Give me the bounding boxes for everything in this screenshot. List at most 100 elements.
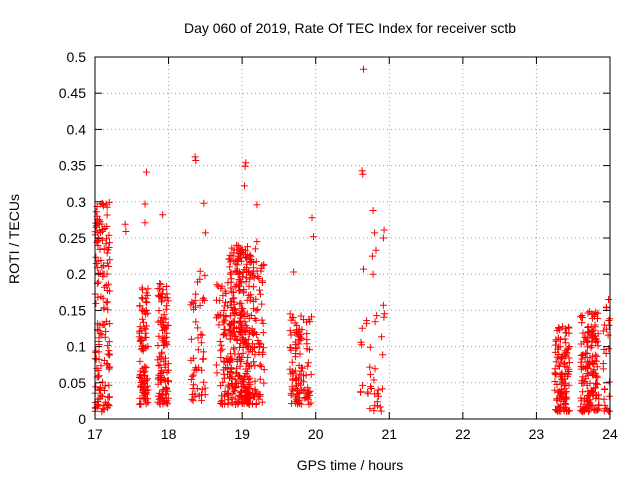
data-point <box>236 310 244 318</box>
data-point <box>156 293 164 300</box>
data-point <box>241 162 249 170</box>
data-point <box>213 369 221 377</box>
data-point <box>240 286 248 293</box>
data-point <box>235 250 243 258</box>
data-point <box>164 400 172 408</box>
data-point <box>601 386 609 393</box>
data-point <box>154 285 162 293</box>
data-point <box>378 333 386 341</box>
data-point <box>586 354 594 362</box>
data-point <box>293 344 301 352</box>
data-point <box>557 380 565 388</box>
data-point <box>154 342 162 349</box>
data-point <box>92 253 100 261</box>
data-point <box>136 371 144 379</box>
data-point <box>159 211 167 219</box>
data-point <box>250 393 257 401</box>
data-point <box>106 351 114 359</box>
data-point <box>104 298 111 306</box>
data-point <box>92 208 100 216</box>
data-point <box>99 405 107 413</box>
data-point <box>561 335 569 343</box>
data-point <box>140 318 147 326</box>
data-point <box>231 387 239 395</box>
data-point <box>242 254 250 262</box>
data-point <box>227 355 235 363</box>
data-point <box>163 283 171 290</box>
data-point <box>103 287 111 294</box>
data-point <box>233 335 241 343</box>
y-tick-label: 0.2 <box>67 266 87 282</box>
data-point <box>300 394 308 402</box>
data-point <box>291 329 299 337</box>
x-tick-label: 18 <box>161 426 177 442</box>
data-point <box>562 401 570 409</box>
data-point <box>599 360 607 367</box>
data-point <box>551 378 559 385</box>
data-point <box>587 387 595 394</box>
data-point <box>143 299 151 306</box>
data-point <box>197 339 205 347</box>
data-point <box>159 327 166 335</box>
data-point <box>251 377 259 385</box>
data-point <box>359 170 367 178</box>
data-point <box>360 265 367 273</box>
data-point <box>602 404 610 412</box>
data-point <box>233 267 241 275</box>
data-point <box>189 385 197 392</box>
data-point <box>191 366 199 374</box>
data-point <box>217 382 225 390</box>
data-point <box>303 362 311 370</box>
data-point <box>558 355 566 363</box>
data-point <box>256 290 264 298</box>
data-point <box>254 305 262 313</box>
y-tick-label: 0.15 <box>59 302 86 318</box>
data-point <box>256 286 263 294</box>
data-point <box>249 330 257 338</box>
data-point <box>359 381 367 389</box>
data-point <box>200 348 207 356</box>
data-point <box>140 391 148 399</box>
data-point <box>250 264 257 272</box>
data-point <box>255 339 263 347</box>
data-point <box>190 305 198 313</box>
data-point <box>105 393 113 401</box>
data-point <box>563 349 571 357</box>
data-point <box>136 302 144 310</box>
data-point <box>234 282 242 290</box>
data-point <box>296 350 304 358</box>
data-point <box>246 257 254 265</box>
x-tick-label: 19 <box>234 426 250 442</box>
data-point <box>291 341 299 349</box>
data-point <box>121 220 129 228</box>
data-point <box>590 311 598 319</box>
data-point <box>137 382 145 390</box>
data-point <box>247 312 255 319</box>
data-point <box>590 405 598 413</box>
data-point <box>584 364 592 372</box>
data-point <box>94 373 102 381</box>
data-point <box>565 381 573 389</box>
data-point <box>212 361 220 369</box>
data-point <box>307 371 315 378</box>
data-point <box>155 389 163 397</box>
data-point <box>196 302 204 309</box>
data-point <box>251 245 259 253</box>
data-point <box>594 309 602 317</box>
data-point <box>105 381 113 389</box>
data-point <box>226 335 234 343</box>
data-point <box>560 360 568 368</box>
data-point <box>96 385 104 393</box>
data-point <box>230 317 238 325</box>
data-point <box>194 346 202 354</box>
data-point <box>142 298 150 306</box>
data-point <box>244 243 251 251</box>
data-point <box>190 371 197 379</box>
data-point <box>589 334 597 342</box>
data-point <box>95 235 103 243</box>
data-point <box>295 380 302 388</box>
data-point <box>252 307 260 315</box>
data-point <box>103 249 111 257</box>
y-tick-label: 0.25 <box>59 230 86 246</box>
data-point <box>188 391 196 399</box>
